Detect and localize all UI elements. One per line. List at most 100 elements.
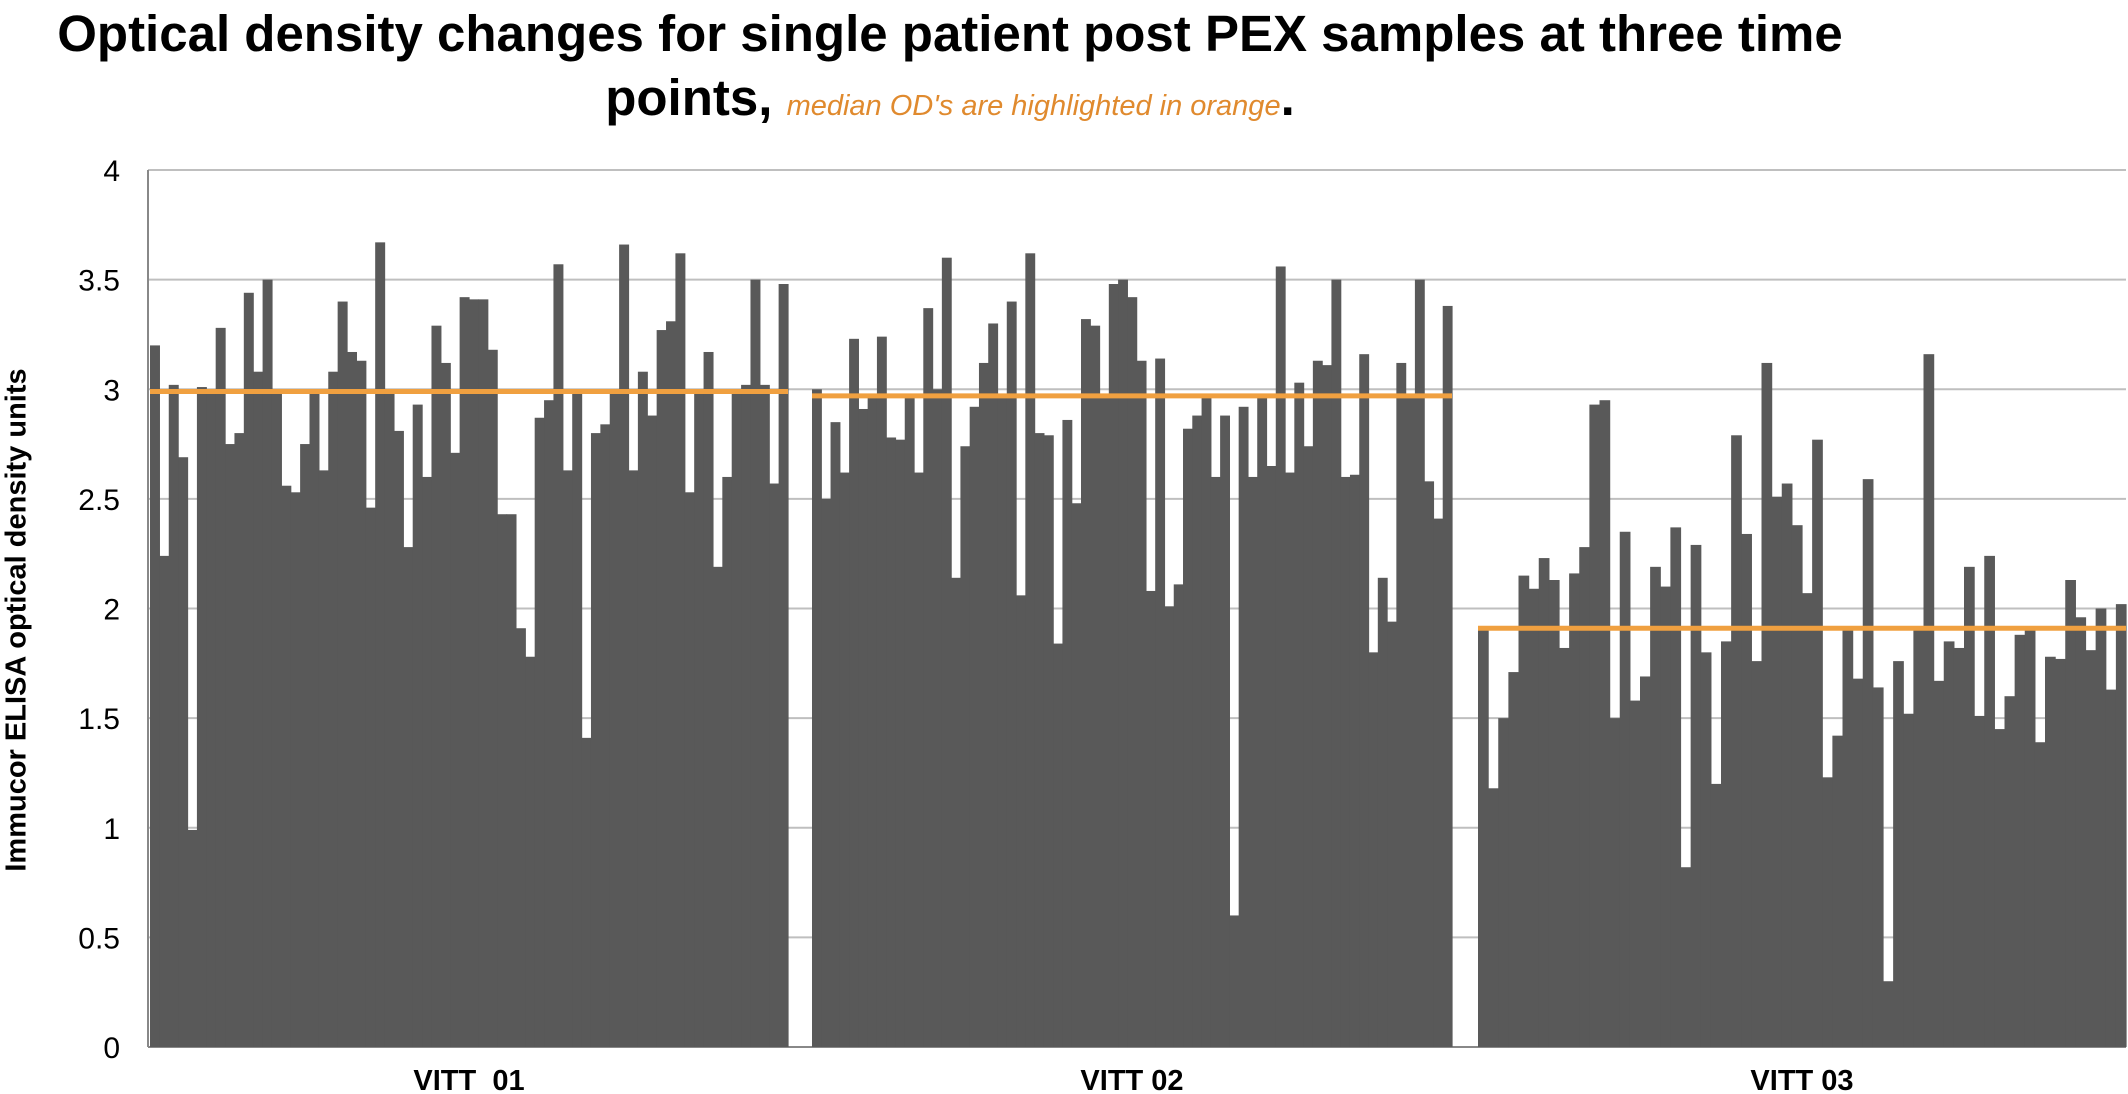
bar	[1090, 325, 1101, 1047]
bar	[1953, 647, 1965, 1047]
bar	[712, 566, 723, 1047]
bar	[2055, 658, 2066, 1047]
bar	[1414, 279, 1425, 1048]
bar	[1862, 479, 1874, 1047]
bar	[534, 417, 545, 1047]
bar	[290, 492, 301, 1047]
bar	[347, 351, 358, 1048]
bar	[469, 299, 479, 1047]
bar	[318, 470, 329, 1047]
bar	[1183, 428, 1193, 1048]
bar	[225, 444, 236, 1047]
bar	[1943, 641, 1955, 1047]
bar	[609, 389, 620, 1047]
bar	[581, 737, 592, 1047]
bar	[1741, 533, 1752, 1047]
bar	[1164, 606, 1175, 1047]
y-tick-label: 0.5	[78, 922, 120, 955]
bar	[1053, 643, 1064, 1047]
bar	[1791, 525, 1803, 1047]
bar	[647, 415, 658, 1047]
chart-title: Optical density changes for single patie…	[0, 2, 1900, 138]
bar	[450, 452, 461, 1048]
bar	[1442, 305, 1453, 1047]
bar	[1368, 652, 1379, 1047]
bar	[2075, 617, 2087, 1047]
bar	[895, 439, 906, 1047]
bar	[1136, 360, 1147, 1047]
bar	[440, 362, 451, 1047]
bar	[2065, 580, 2076, 1047]
bar	[1312, 360, 1323, 1047]
bar	[1548, 580, 1560, 1047]
bar	[759, 384, 770, 1047]
bar	[941, 257, 952, 1047]
y-tick-label: 2.5	[78, 484, 120, 517]
bar	[619, 244, 630, 1048]
bar	[1210, 476, 1221, 1047]
bar	[215, 327, 226, 1047]
bar	[1508, 672, 1520, 1047]
bar	[637, 371, 648, 1048]
bar	[2095, 608, 2107, 1047]
bar	[1650, 566, 1661, 1047]
bar	[1690, 544, 1702, 1047]
bar	[572, 393, 583, 1047]
bar	[1257, 393, 1268, 1047]
bar	[403, 547, 414, 1047]
bar	[1599, 400, 1611, 1048]
bar	[2034, 742, 2046, 1047]
bar	[675, 253, 686, 1047]
bar	[375, 242, 386, 1048]
bar	[328, 371, 339, 1048]
x-category-label: VITT 03	[1750, 1065, 1853, 1094]
bar	[1913, 626, 1925, 1047]
bar	[839, 472, 850, 1047]
bar	[1771, 496, 1783, 1047]
bar	[1192, 415, 1203, 1047]
bar	[384, 393, 395, 1047]
bar	[168, 384, 179, 1047]
bar	[1359, 354, 1370, 1047]
bar	[1640, 676, 1651, 1047]
bar	[978, 362, 989, 1047]
bar	[1275, 266, 1286, 1048]
bar	[1405, 398, 1416, 1047]
bar	[393, 430, 404, 1047]
bar	[1751, 661, 1763, 1047]
bar	[356, 360, 367, 1047]
bar	[703, 351, 714, 1048]
x-category-label: VITT 02	[1080, 1065, 1183, 1094]
bar	[1322, 365, 1333, 1047]
bar	[2085, 650, 2097, 1047]
bar	[159, 555, 170, 1047]
bar	[1528, 588, 1540, 1047]
bar	[1099, 393, 1110, 1047]
bar	[1478, 628, 1489, 1047]
bar	[666, 321, 677, 1047]
bar	[1349, 474, 1360, 1047]
bar	[960, 446, 971, 1047]
bar	[1579, 547, 1590, 1047]
bar	[1396, 362, 1407, 1047]
bar	[1569, 573, 1580, 1047]
bar	[969, 406, 980, 1047]
bar	[1721, 641, 1732, 1047]
bar	[1238, 406, 1249, 1047]
bar	[300, 444, 311, 1047]
bar	[2115, 604, 2127, 1047]
bar	[694, 393, 705, 1047]
bar	[812, 389, 822, 1047]
bar	[1964, 566, 1975, 1047]
bar	[904, 393, 915, 1047]
bar	[1155, 358, 1166, 1047]
bar	[412, 404, 423, 1048]
bar	[2045, 656, 2056, 1047]
bar	[1498, 718, 1509, 1048]
bar	[1145, 590, 1156, 1047]
bar	[544, 400, 555, 1048]
bar	[1201, 398, 1212, 1047]
bar	[876, 336, 887, 1047]
bar	[281, 485, 292, 1048]
bar	[858, 408, 869, 1048]
